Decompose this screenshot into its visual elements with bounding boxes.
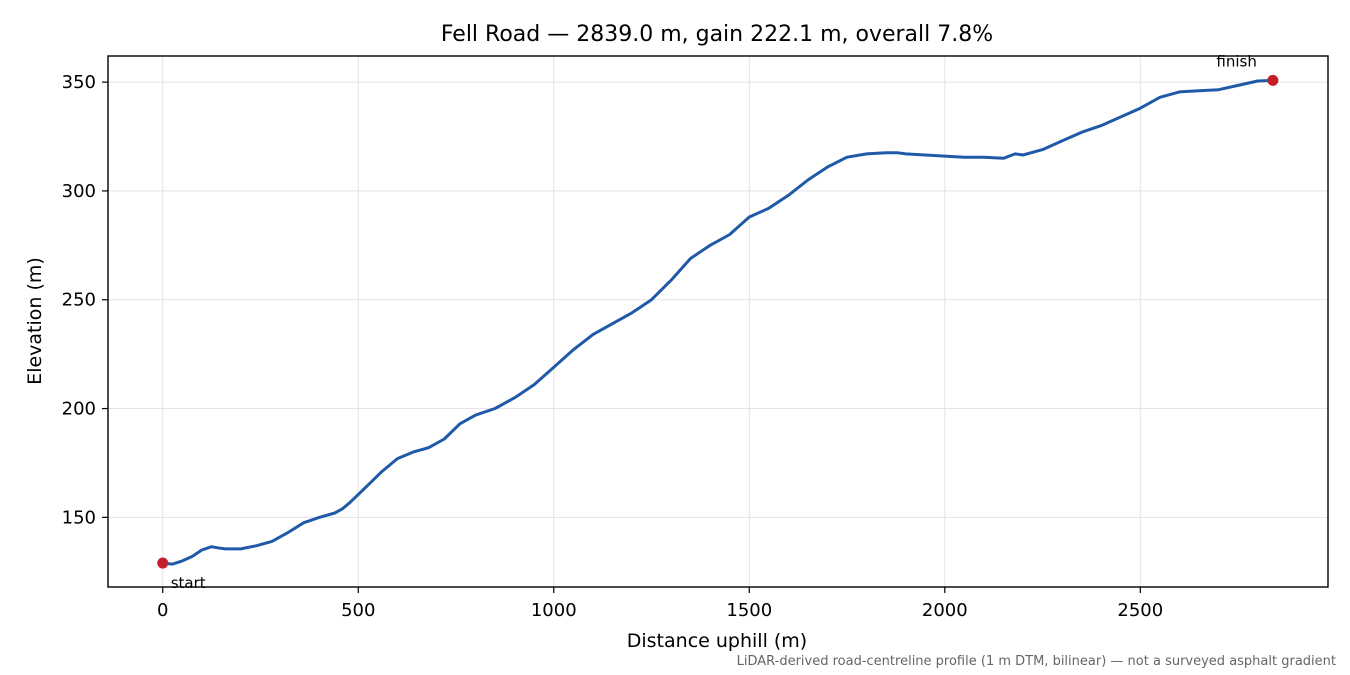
x-tick-label: 0: [157, 600, 168, 621]
y-tick-label: 250: [62, 290, 96, 311]
x-axis-label: Distance uphill (m): [627, 630, 807, 652]
chart-footnote: LiDAR-derived road-centreline profile (1…: [737, 654, 1336, 669]
chart-title: Fell Road — 2839.0 m, gain 222.1 m, over…: [441, 22, 993, 47]
x-tick-label: 500: [341, 600, 375, 621]
x-tick-label: 2500: [1117, 600, 1163, 621]
y-axis-label: Elevation (m): [24, 257, 46, 385]
x-tick-label: 1500: [726, 600, 772, 621]
axis-ticks: 0 500 1000 1500 2000 2500 150 200 250 300 350: [62, 72, 1164, 621]
endpoint-markers: start finish: [157, 52, 1279, 592]
y-tick-label: 300: [62, 181, 96, 202]
x-tick-label: 1000: [531, 600, 577, 621]
grid: [108, 56, 1328, 587]
plot-frame: [107, 55, 1329, 588]
elevation-profile-line: [161, 78, 1275, 566]
y-tick-label: 200: [62, 399, 96, 420]
y-tick-label: 350: [62, 72, 96, 93]
start-marker: [157, 557, 169, 569]
start-label: start: [171, 574, 206, 592]
y-tick-label: 150: [62, 507, 96, 528]
finish-marker: [1267, 74, 1279, 86]
finish-label: finish: [1216, 52, 1256, 70]
x-tick-label: 2000: [922, 600, 968, 621]
